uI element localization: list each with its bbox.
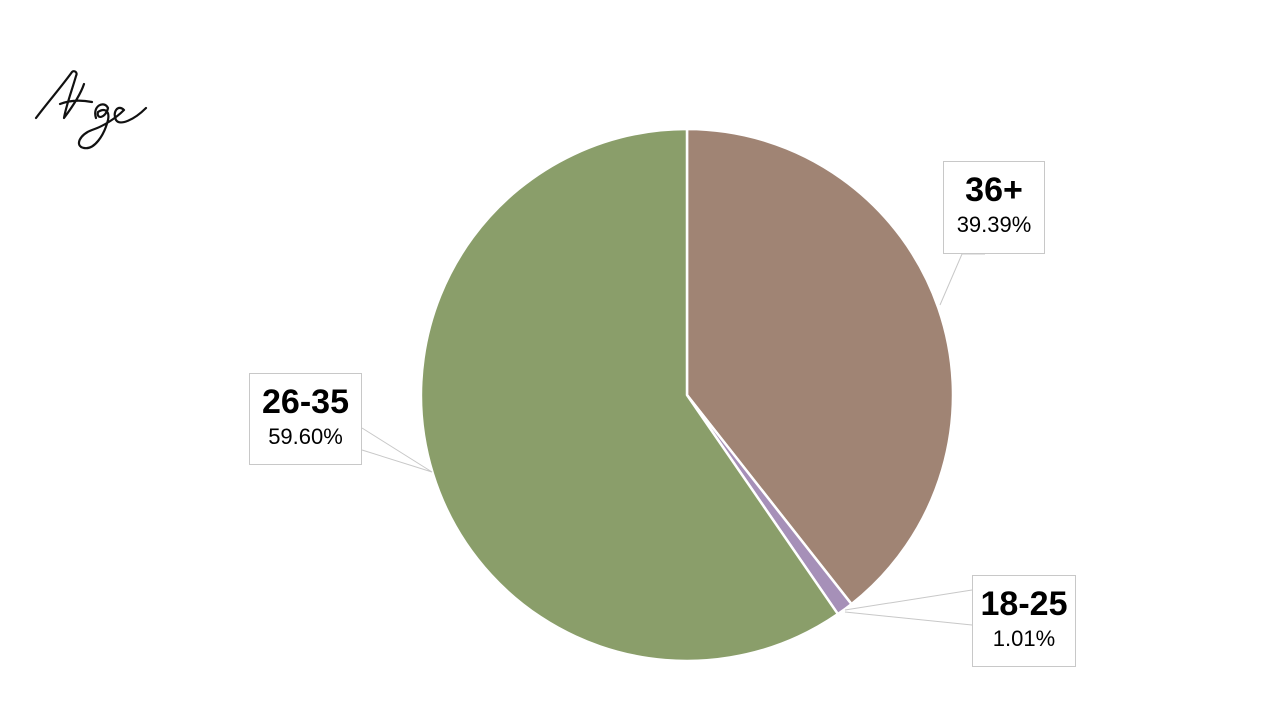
data-label-percent: 39.39% (956, 212, 1032, 237)
chart-title (34, 70, 148, 150)
leader-line-18-25-lower (844, 611, 973, 626)
data-label-category: 26-35 (262, 383, 349, 421)
data-label-percent: 59.60% (268, 424, 343, 449)
chart-title-handwriting (34, 70, 148, 150)
data-label-category: 36+ (965, 171, 1023, 209)
leader-lines (361, 253, 985, 626)
pie-slice-36-plus (685, 127, 955, 606)
pie-slices (419, 127, 955, 663)
leader-line-26-35 (361, 427, 433, 473)
data-label-26-35: 26-35 59.60% (249, 373, 362, 465)
data-label-18-25: 18-25 1.01% (972, 575, 1076, 667)
data-label-percent: 1.01% (992, 626, 1056, 651)
data-label-36-plus: 36+ 39.39% (943, 161, 1045, 254)
leader-line-36-plus (939, 253, 985, 306)
pie-slice-26-35 (419, 127, 840, 663)
leader-line-18-25 (844, 589, 973, 611)
data-label-category: 18-25 (980, 585, 1068, 623)
